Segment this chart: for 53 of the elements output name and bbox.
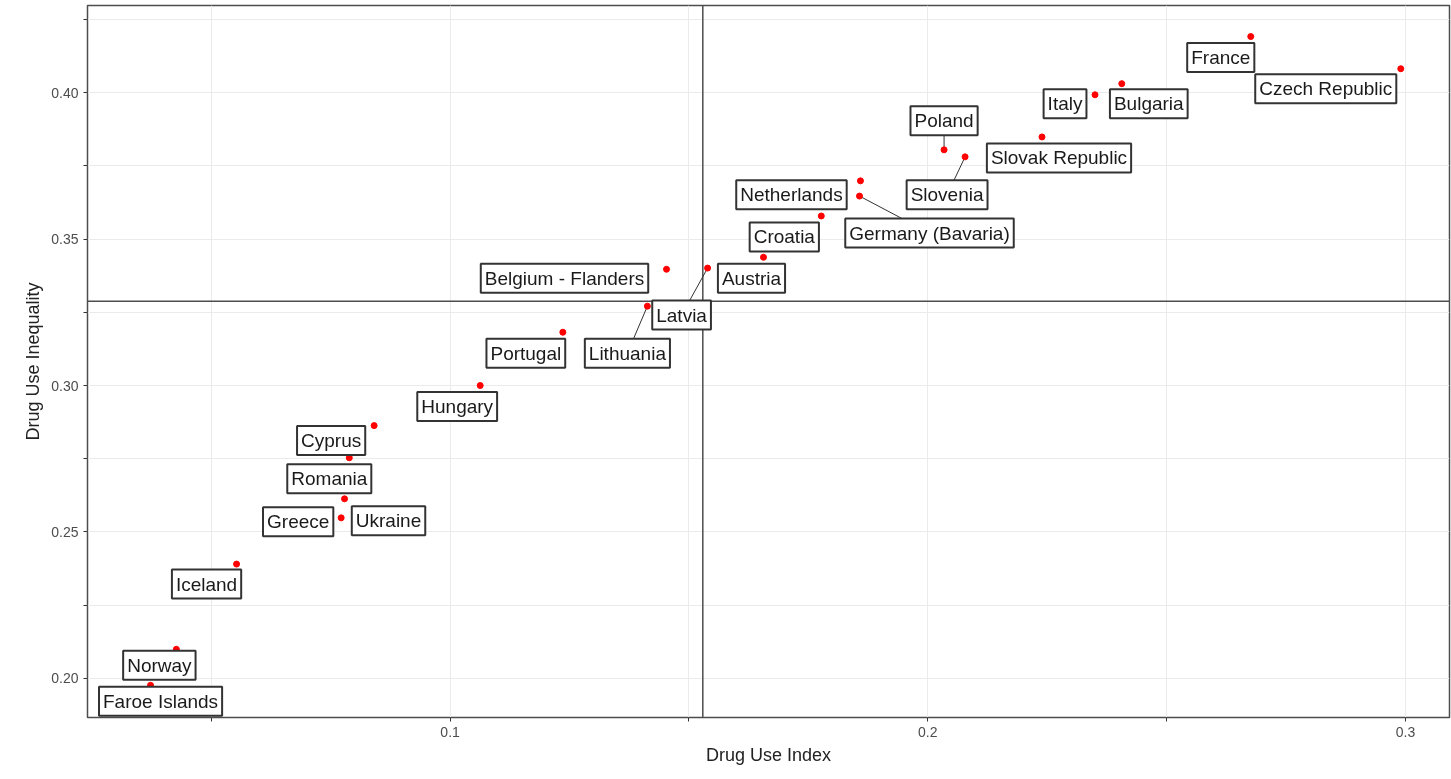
x-tick-label: 0.1 <box>440 723 461 740</box>
point <box>370 422 378 430</box>
data-label: Croatia <box>753 226 816 248</box>
x-axis-title: Drug Use Index <box>705 744 832 765</box>
data-label: Slovak Republic <box>990 147 1128 169</box>
point <box>643 302 651 310</box>
point <box>856 177 864 185</box>
data-label: Portugal <box>490 342 562 364</box>
data-label: Faroe Islands <box>103 690 219 712</box>
data-label: Poland <box>914 110 974 132</box>
point <box>961 153 969 161</box>
point <box>1118 80 1126 88</box>
point <box>663 265 671 273</box>
point <box>233 560 241 568</box>
point <box>559 328 567 336</box>
data-label: Norway <box>127 654 193 676</box>
y-tick-label: 0.30 <box>51 377 79 394</box>
data-label: Latvia <box>656 304 708 326</box>
point <box>1397 65 1405 73</box>
data-label: France <box>1191 47 1251 69</box>
y-tick-label: 0.35 <box>51 231 79 248</box>
x-tick-label: 0.2 <box>918 723 938 740</box>
data-label: Hungary <box>421 396 494 418</box>
point <box>704 264 712 272</box>
data-label: Romania <box>291 468 368 490</box>
point <box>856 192 864 200</box>
point <box>1038 133 1046 141</box>
y-tick-label: 0.20 <box>51 670 79 687</box>
point <box>1091 91 1099 99</box>
point <box>476 382 484 389</box>
y-axis-title: Drug Use Inequality <box>23 282 44 441</box>
y-tick-label: 0.40 <box>51 84 79 101</box>
point <box>341 495 349 503</box>
data-label: Belgium - Flanders <box>484 267 645 289</box>
point <box>1247 33 1255 41</box>
point <box>759 253 767 261</box>
data-label: Ukraine <box>355 510 422 532</box>
data-label: Cyprus <box>301 430 362 452</box>
data-label: Greece <box>267 511 330 533</box>
data-label: Netherlands <box>740 184 843 206</box>
y-tick-label: 0.25 <box>51 523 79 540</box>
point <box>817 212 825 220</box>
x-tick-label: 0.3 <box>1395 723 1416 740</box>
point <box>940 146 948 154</box>
point <box>337 514 345 522</box>
data-label: Germany (Bavaria) <box>849 222 1010 244</box>
data-label: Italy <box>1047 93 1083 115</box>
data-label: Bulgaria <box>1113 93 1185 115</box>
data-label: Czech Republic <box>1259 78 1393 100</box>
data-label: Slovenia <box>910 184 984 206</box>
data-label: Austria <box>721 267 782 289</box>
data-label: Lithuania <box>588 342 667 364</box>
data-label: Iceland <box>175 573 238 595</box>
